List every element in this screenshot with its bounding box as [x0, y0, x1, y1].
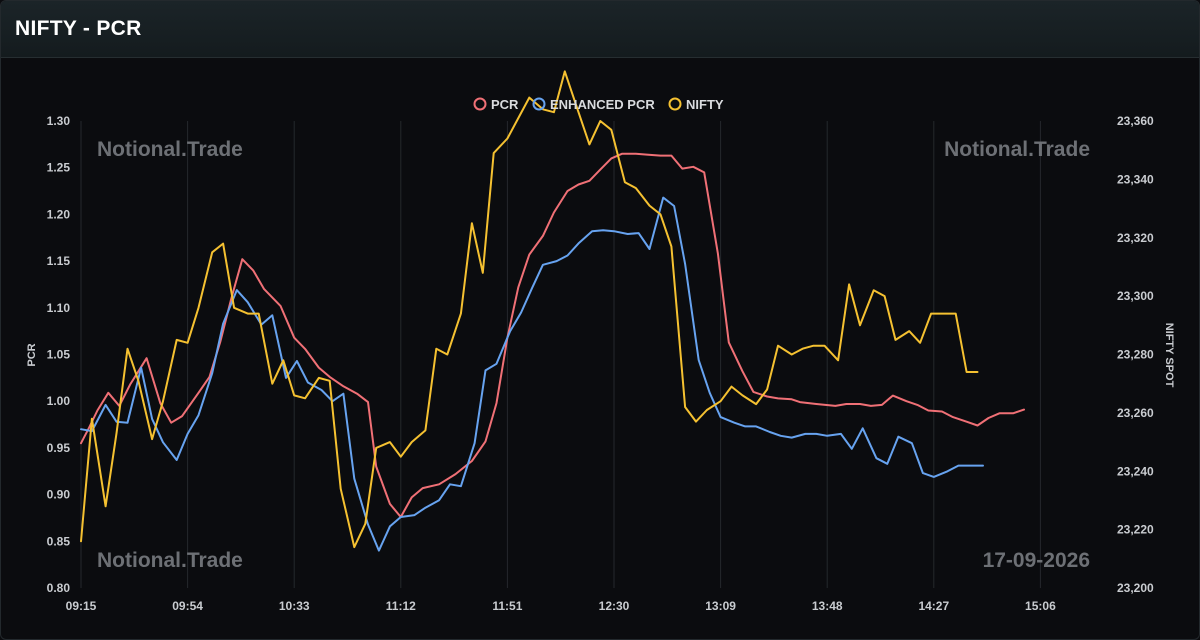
x-tick-label: 13:09: [705, 599, 736, 613]
legend-item-enhanced-pcr[interactable]: ENHANCED PCR: [532, 97, 656, 112]
left-tick-label: 1.15: [47, 254, 71, 268]
left-tick-label: 0.80: [47, 581, 71, 595]
legend-marker-enhanced-pcr: [532, 97, 546, 111]
x-tick-label: 09:54: [172, 599, 203, 613]
header-bar: NIFTY - PCR: [1, 1, 1199, 58]
left-axis-ticks: 1.30 1.25 1.20 1.15 1.10 1.05 1.00 0.95 0.90 0.85…: [47, 114, 71, 595]
watermark-top-right: Notional.Trade: [944, 138, 1090, 161]
legend-marker-nifty: [668, 97, 682, 111]
x-axis-ticks: 09:15 09:54 10:33 11:12 11:51 12:30 13:09 13:48…: [66, 599, 1056, 613]
right-axis-title: NIFTY SPOT: [1163, 323, 1175, 388]
legend-item-nifty[interactable]: NIFTY: [668, 97, 724, 112]
legend: PCR ENHANCED PCR NIFTY: [473, 97, 724, 112]
right-tick-label: 23,340: [1117, 172, 1154, 186]
right-tick-label: 23,220: [1117, 523, 1154, 537]
right-tick-label: 23,260: [1117, 406, 1154, 420]
left-axis-title: PCR: [26, 343, 38, 366]
left-tick-label: 1.30: [47, 114, 71, 128]
x-tick-label: 11:51: [492, 599, 522, 613]
left-tick-label: 1.00: [47, 394, 71, 408]
legend-item-pcr[interactable]: PCR: [473, 97, 520, 112]
grid: [80, 121, 1041, 588]
left-tick-label: 0.95: [47, 441, 71, 455]
x-tick-label: 13:48: [812, 599, 843, 613]
left-tick-label: 1.10: [47, 301, 71, 315]
left-tick-label: 0.90: [47, 488, 71, 502]
right-tick-label: 23,280: [1117, 348, 1154, 362]
right-tick-label: 23,200: [1117, 581, 1154, 595]
series-line-pcr: [80, 152, 1025, 518]
legend-label-pcr: PCR: [491, 97, 519, 112]
left-tick-label: 0.85: [47, 534, 71, 548]
watermark-bottom-left: Notional.Trade: [97, 549, 243, 572]
left-tick-label: 1.20: [47, 207, 71, 221]
x-tick-label: 15:06: [1025, 599, 1056, 613]
x-tick-label: 09:15: [66, 599, 97, 613]
series-lines: [80, 70, 1025, 552]
x-tick-label: 14:27: [918, 599, 949, 613]
series-line-nifty: [80, 70, 979, 549]
x-tick-label: 11:12: [386, 599, 416, 613]
right-tick-label: 23,360: [1117, 114, 1154, 128]
watermark-date: 17-09-2026: [983, 549, 1090, 572]
x-tick-label: 12:30: [599, 599, 630, 613]
x-tick-label: 10:33: [279, 599, 310, 613]
right-tick-label: 23,320: [1117, 231, 1154, 245]
left-tick-label: 1.05: [47, 348, 71, 362]
legend-marker-pcr: [473, 97, 487, 111]
page-title: NIFTY - PCR: [15, 17, 142, 40]
right-tick-label: 23,300: [1117, 289, 1154, 303]
watermark-top-left: Notional.Trade: [97, 138, 243, 161]
left-tick-label: 1.25: [47, 161, 71, 175]
legend-label-enhanced-pcr: ENHANCED PCR: [550, 97, 655, 112]
legend-label-nifty: NIFTY: [686, 97, 724, 112]
right-tick-label: 23,240: [1117, 464, 1154, 478]
right-axis-ticks: 23,360 23,340 23,320 23,300 23,280 23,260 23,2…: [1117, 114, 1154, 595]
